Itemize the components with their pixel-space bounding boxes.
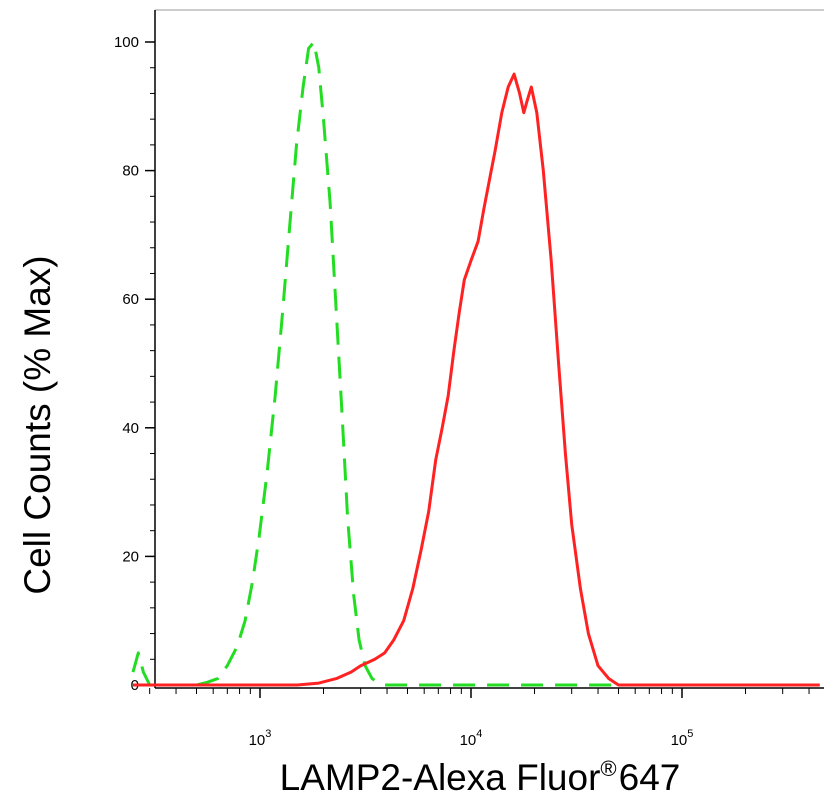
y-axis-title: Cell Counts (% Max) [17, 255, 58, 594]
y-tick-label: 20 [122, 548, 139, 565]
y-tick-label: 80 [122, 163, 139, 180]
y-tick-label: 40 [122, 420, 139, 437]
x-tick-label-exponent: 3 [265, 728, 271, 740]
x-axis-title: LAMP2-Alexa Fluor®647 [280, 756, 681, 798]
x-tick-label-base: 10 [460, 732, 477, 749]
x-tick-label-exponent: 5 [687, 728, 693, 740]
x-tick-label: 103 [249, 728, 272, 749]
x-tick-label-base: 10 [671, 732, 688, 749]
x-tick-label: 105 [671, 728, 694, 749]
x-axis-ticks: 103 104 105 [149, 688, 810, 749]
histogram-dashed-series [131, 40, 820, 687]
y-tick-label: 60 [122, 291, 139, 308]
y-tick-label: 100 [114, 34, 139, 51]
x-axis-title-suffix: 647 [619, 757, 681, 798]
x-tick-label: 104 [460, 728, 483, 749]
x-tick-label-base: 10 [249, 732, 266, 749]
histogram-solid-series [133, 72, 820, 687]
x-tick-label-exponent: 4 [476, 728, 482, 740]
x-axis-title-main: LAMP2-Alexa Fluor [280, 757, 601, 798]
x-axis-title-registered-mark: ® [600, 756, 616, 781]
plot-frame [154, 9, 824, 689]
series-layer [131, 40, 820, 687]
